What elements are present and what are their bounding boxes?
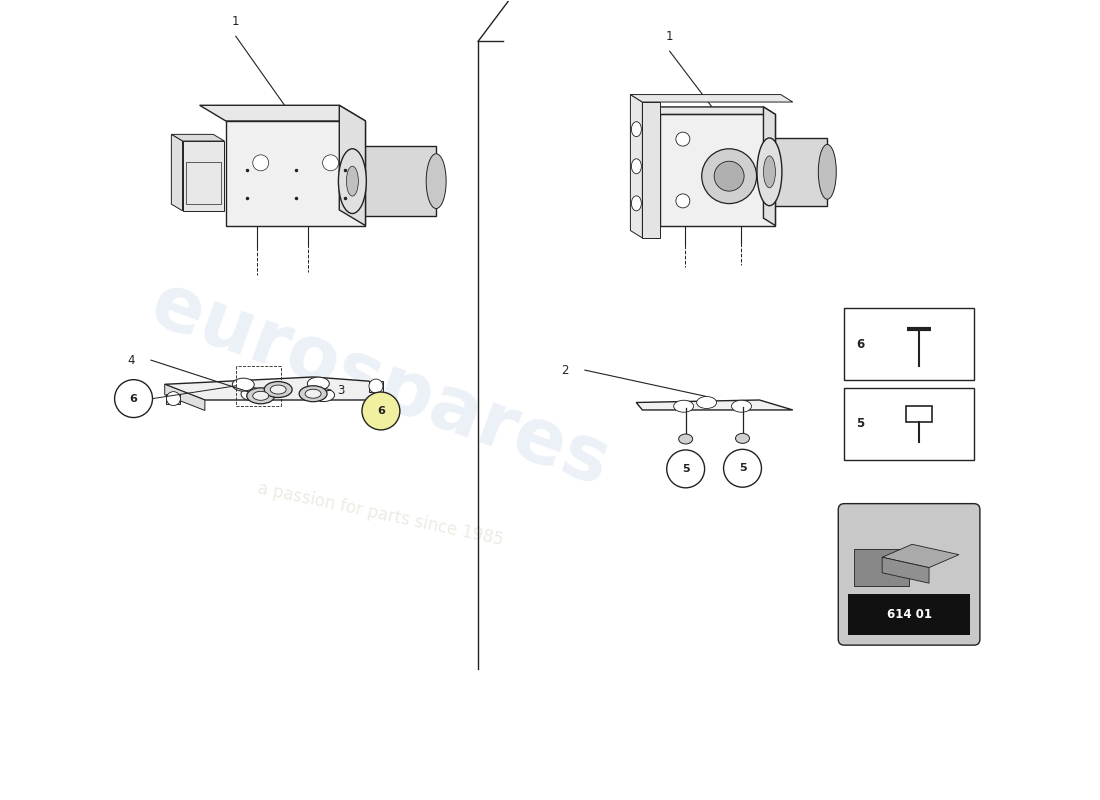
Polygon shape [763, 107, 776, 226]
Ellipse shape [241, 387, 263, 401]
Ellipse shape [763, 156, 776, 188]
Text: 3: 3 [337, 383, 344, 397]
Ellipse shape [818, 145, 836, 199]
Circle shape [166, 392, 180, 406]
Ellipse shape [426, 154, 447, 209]
Polygon shape [642, 102, 660, 238]
Circle shape [114, 380, 153, 418]
Ellipse shape [312, 389, 334, 402]
FancyBboxPatch shape [838, 504, 980, 645]
Bar [906, 406, 932, 422]
Circle shape [675, 194, 690, 208]
Bar [845, 388, 974, 460]
Text: 5: 5 [739, 463, 746, 474]
Circle shape [253, 155, 268, 170]
Ellipse shape [339, 149, 366, 214]
Circle shape [362, 392, 400, 430]
Text: 2: 2 [561, 364, 569, 377]
Polygon shape [368, 381, 383, 392]
Text: 614 01: 614 01 [887, 608, 932, 621]
Polygon shape [630, 94, 642, 238]
Polygon shape [636, 400, 793, 410]
Ellipse shape [673, 400, 694, 412]
Circle shape [675, 132, 690, 146]
Circle shape [322, 155, 339, 170]
Text: eurospares: eurospares [141, 268, 620, 502]
Text: a passion for parts since 1985: a passion for parts since 1985 [256, 480, 505, 550]
Polygon shape [882, 558, 930, 583]
Ellipse shape [631, 196, 641, 211]
Ellipse shape [702, 149, 757, 203]
Ellipse shape [732, 400, 751, 412]
Ellipse shape [307, 377, 329, 390]
Bar [845, 308, 974, 380]
Ellipse shape [271, 385, 286, 394]
Text: 5: 5 [682, 464, 690, 474]
Polygon shape [183, 141, 224, 211]
Polygon shape [165, 377, 386, 400]
Polygon shape [172, 134, 224, 141]
Polygon shape [352, 146, 437, 216]
Text: 4: 4 [128, 354, 135, 366]
Ellipse shape [696, 397, 716, 409]
Ellipse shape [232, 378, 254, 391]
Polygon shape [226, 121, 365, 226]
Text: 1: 1 [666, 30, 673, 43]
Ellipse shape [246, 388, 275, 404]
Ellipse shape [757, 138, 782, 206]
Polygon shape [769, 138, 827, 206]
Ellipse shape [714, 162, 744, 191]
Ellipse shape [736, 434, 749, 443]
Ellipse shape [631, 158, 641, 174]
Bar [855, 550, 909, 586]
Text: 5: 5 [856, 418, 865, 430]
Polygon shape [172, 134, 183, 211]
Ellipse shape [253, 391, 268, 400]
Polygon shape [339, 106, 365, 226]
Ellipse shape [631, 122, 641, 137]
Ellipse shape [679, 434, 693, 444]
Ellipse shape [305, 390, 321, 398]
Text: 6: 6 [130, 394, 138, 404]
Ellipse shape [299, 386, 327, 402]
Text: 1: 1 [232, 15, 240, 28]
Ellipse shape [264, 382, 293, 398]
Polygon shape [660, 114, 776, 226]
Circle shape [368, 379, 383, 393]
Polygon shape [199, 106, 365, 121]
Text: 6: 6 [856, 338, 865, 350]
Bar [848, 594, 970, 635]
Ellipse shape [346, 166, 359, 196]
Polygon shape [648, 107, 776, 114]
Polygon shape [882, 544, 959, 568]
Polygon shape [166, 394, 180, 404]
Polygon shape [630, 94, 793, 102]
Circle shape [724, 450, 761, 487]
Circle shape [667, 450, 705, 488]
Text: 6: 6 [377, 406, 385, 416]
Polygon shape [165, 384, 205, 410]
